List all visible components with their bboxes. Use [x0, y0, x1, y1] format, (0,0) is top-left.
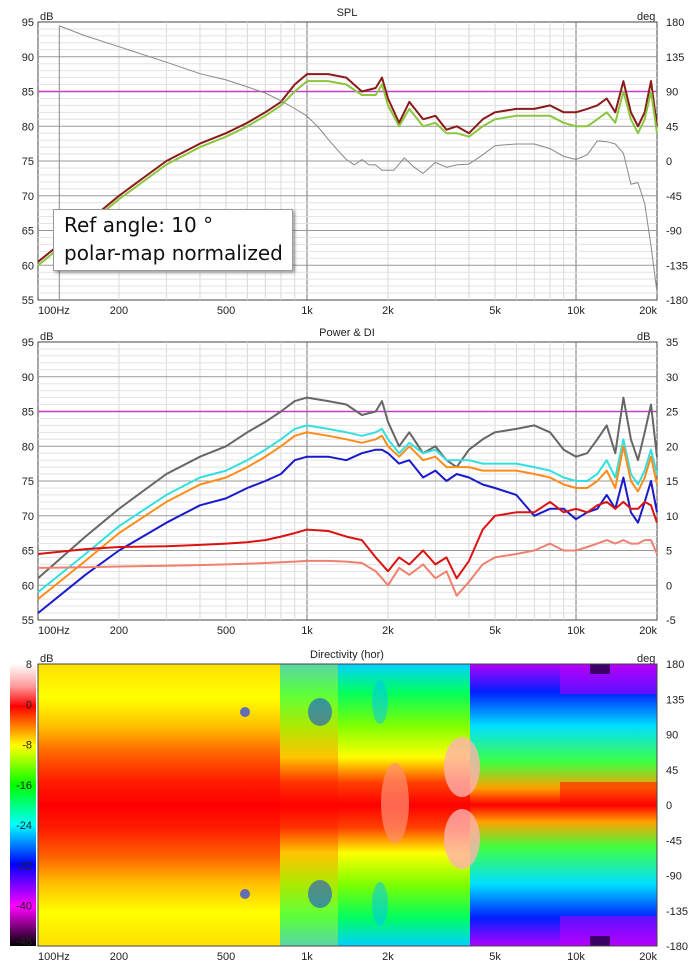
colorbar-tick-label: 0 — [26, 699, 32, 711]
y2-tick-label: -5 — [666, 615, 676, 627]
y-tick-label: 60 — [22, 580, 34, 592]
x-tick-label: 100Hz — [38, 951, 70, 963]
y2-tick-label: 10 — [666, 511, 678, 523]
power-right-unit: dB — [637, 331, 650, 343]
y2-tick-label: 135 — [666, 52, 684, 64]
x-tick-label: 10k — [567, 305, 585, 317]
x-tick-label: 100Hz — [38, 305, 70, 317]
spl-left-unit: dB — [40, 11, 53, 23]
x-tick-label: 200 — [110, 305, 128, 317]
colorbar-tick-label: 8 — [26, 659, 32, 671]
spl-chart: SPL dB deg 100Hz 200 500 1k 2k 5k 10k 20k 55 60 65… — [0, 0, 695, 320]
y2-tick-label: 0 — [666, 580, 672, 592]
y-tick-label: 95 — [22, 337, 34, 349]
y-tick-label: 75 — [22, 156, 34, 168]
y-tick-label: 80 — [22, 121, 34, 133]
power-left-unit: dB — [40, 331, 53, 343]
polar-map-text: polar-map normalized — [64, 241, 283, 265]
angle-tick-label: -90 — [666, 871, 682, 883]
y-tick-label: 65 — [22, 546, 34, 558]
directivity-title: Directivity (hor) — [310, 649, 384, 661]
x-tick-label: 1k — [301, 951, 313, 963]
ref-angle-annotation: Ref angle: 10 ° polar-map normalized — [53, 209, 293, 271]
y-tick-label: 90 — [22, 52, 34, 64]
x-tick-label: 500 — [217, 951, 235, 963]
colorbar-tick-label: -16 — [16, 780, 32, 792]
y2-tick-label: 90 — [666, 87, 678, 99]
y-tick-label: 80 — [22, 441, 34, 453]
y-tick-label: 95 — [22, 17, 34, 29]
x-tick-label: 20k — [639, 625, 657, 637]
power-di-chart-title: Power & DI — [319, 327, 375, 339]
y2-tick-label: 35 — [666, 337, 678, 349]
heatmap-area — [38, 664, 657, 946]
x-tick-label: 200 — [110, 951, 128, 963]
power-di-chart: Power & DI dB dB 100Hz 200 500 1k 2k 5k 10k 20k… — [0, 320, 695, 642]
x-tick-label: 2k — [382, 625, 394, 637]
colorbar-tick-label: -32 — [16, 860, 32, 872]
x-tick-label: 5k — [489, 305, 501, 317]
x-tick-label: 10k — [567, 625, 585, 637]
y-tick-label: 75 — [22, 476, 34, 488]
y2-tick-label: 5 — [666, 546, 672, 558]
ref-angle-text: Ref angle: 10 ° — [64, 213, 213, 237]
x-tick-label: 2k — [382, 305, 394, 317]
x-tick-label: 1k — [301, 305, 313, 317]
y-tick-label: 60 — [22, 260, 34, 272]
y-tick-label: 55 — [22, 615, 34, 627]
y2-tick-label: -45 — [666, 191, 682, 203]
angle-tick-label: -135 — [666, 906, 688, 918]
y-tick-label: 55 — [22, 295, 34, 307]
x-tick-label: 2k — [382, 951, 394, 963]
x-tick-label: 500 — [217, 625, 235, 637]
y2-tick-label: 45 — [666, 121, 678, 133]
colorbar-tick-label: -8 — [22, 740, 32, 752]
power-grid — [38, 342, 657, 620]
y2-tick-label: 25 — [666, 407, 678, 419]
x-tick-label: 20k — [639, 951, 657, 963]
directivity-left-unit: dB — [40, 653, 53, 665]
directivity-heatmap: Directivity (hor) dB deg 8 0 -8 -16 -24 -32 -4… — [0, 642, 695, 972]
x-tick-label: 200 — [110, 625, 128, 637]
directivity-right-unit: deg — [637, 653, 655, 665]
y2-tick-label: 0 — [666, 156, 672, 168]
x-tick-label: 5k — [489, 951, 501, 963]
y2-tick-label: -180 — [666, 295, 688, 307]
x-tick-label: 10k — [567, 951, 585, 963]
y-tick-label: 85 — [22, 407, 34, 419]
y2-tick-label: -135 — [666, 260, 688, 272]
y-tick-label: 85 — [22, 87, 34, 99]
x-tick-label: 5k — [489, 625, 501, 637]
angle-tick-label: -45 — [666, 835, 682, 847]
colorbar-tick-label: -40 — [16, 901, 32, 913]
y-tick-label: 70 — [22, 191, 34, 203]
y2-tick-label: 15 — [666, 476, 678, 488]
angle-tick-label: 180 — [666, 659, 684, 671]
y-tick-label: 65 — [22, 226, 34, 238]
angle-tick-label: 45 — [666, 765, 678, 777]
x-tick-label: 500 — [217, 305, 235, 317]
x-tick-label: 20k — [639, 305, 657, 317]
angle-tick-label: 0 — [666, 800, 672, 812]
angle-tick-label: -180 — [666, 941, 688, 953]
angle-tick-label: 90 — [666, 730, 678, 742]
y2-tick-label: 20 — [666, 441, 678, 453]
colorbar-tick-label: -24 — [16, 820, 32, 832]
y-tick-label: 90 — [22, 372, 34, 384]
y2-tick-label: -90 — [666, 226, 682, 238]
spl-chart-title: SPL — [337, 7, 358, 19]
angle-tick-label: 135 — [666, 694, 684, 706]
x-tick-label: 100Hz — [38, 625, 70, 637]
y2-tick-label: 180 — [666, 17, 684, 29]
x-tick-label: 1k — [301, 625, 313, 637]
y2-tick-label: 30 — [666, 372, 678, 384]
spl-right-unit: deg — [637, 11, 655, 23]
y-tick-label: 70 — [22, 511, 34, 523]
colorbar-tick-label: -48 — [16, 936, 32, 948]
